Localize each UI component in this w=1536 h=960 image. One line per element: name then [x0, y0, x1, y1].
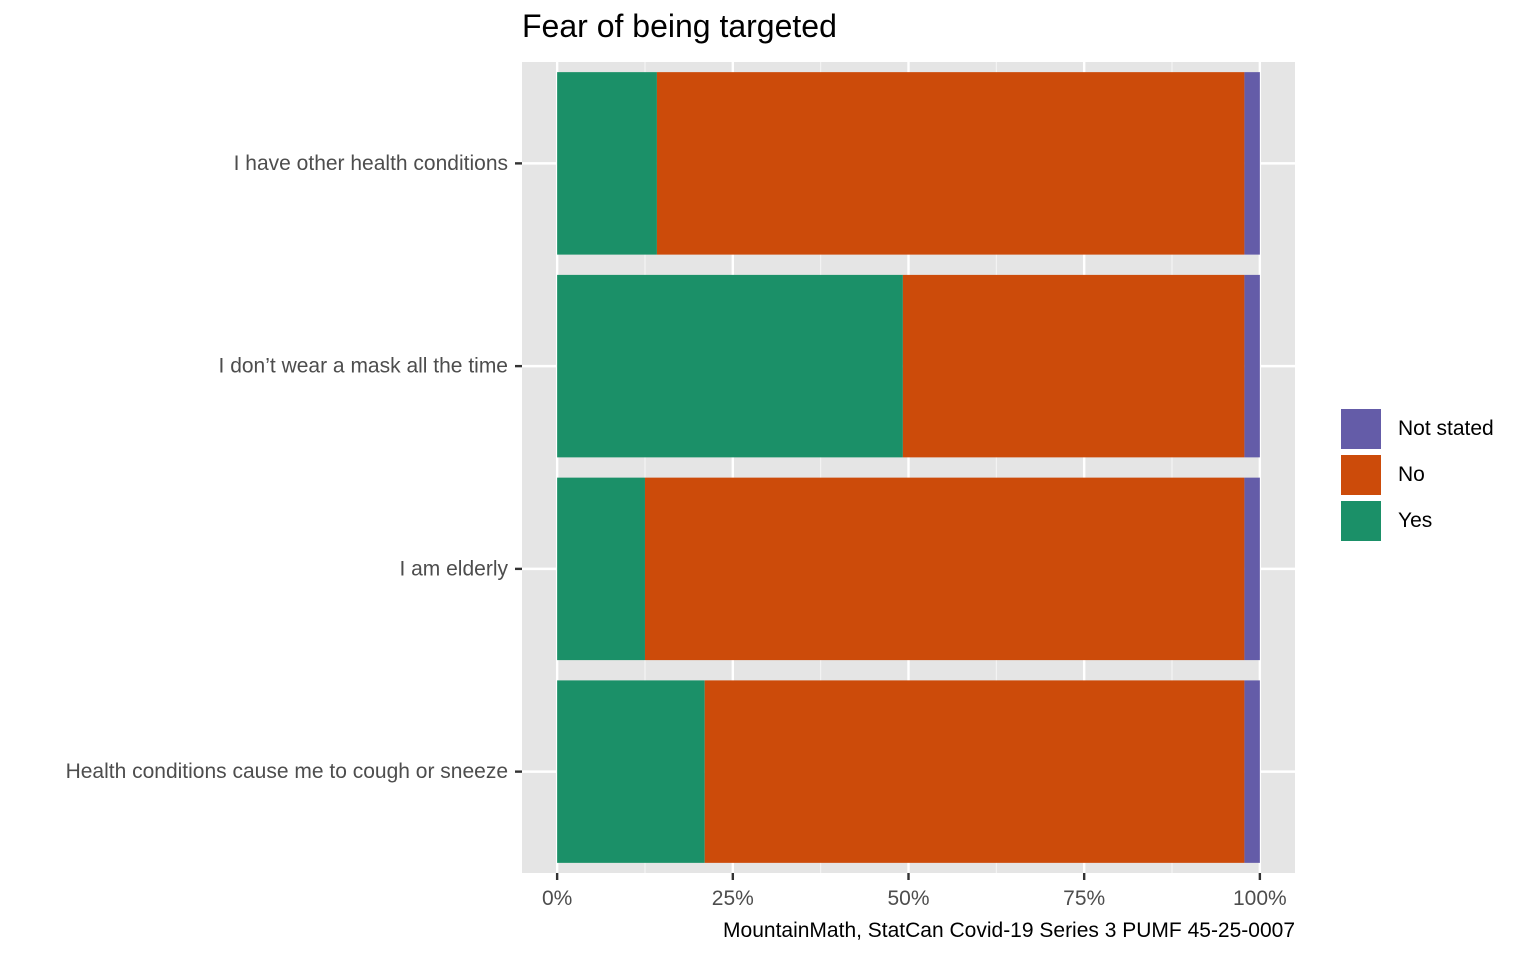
legend-label-no: No	[1398, 463, 1425, 486]
y-tick-label: I don’t wear a mask all the time	[219, 355, 508, 378]
bar-no-4	[704, 680, 1245, 863]
y-tick-label: I am elderly	[399, 557, 508, 580]
legend-item-yes: Yes	[1340, 498, 1494, 544]
x-tick-label: 50%	[887, 887, 929, 910]
bar-not-stated-4	[1244, 680, 1260, 863]
bar-not-stated-1	[1244, 72, 1260, 255]
legend-key-yes	[1340, 500, 1382, 542]
legend-label-not-stated: Not stated	[1398, 417, 1494, 440]
bar-not-stated-2	[1244, 274, 1260, 458]
chart-title: Fear of being targeted	[522, 8, 837, 44]
legend-key-not-stated	[1340, 408, 1382, 450]
legend: Not stated No Yes	[1340, 406, 1494, 544]
bar-not-stated-3	[1244, 477, 1260, 661]
legend-label-yes: Yes	[1398, 509, 1433, 532]
y-tick-label: Health conditions cause me to cough or s…	[66, 760, 508, 783]
bar-yes-3	[557, 477, 645, 661]
x-tick-label: 0%	[542, 887, 572, 910]
legend-item-no: No	[1340, 452, 1494, 498]
chart-caption: MountainMath, StatCan Covid-19 Series 3 …	[723, 919, 1295, 942]
y-tick-label: I have other health conditions	[234, 152, 508, 175]
y-axis: I have other health conditions I don’t we…	[66, 152, 522, 783]
x-axis: 0% 25% 50% 75% 100%	[542, 873, 1287, 910]
bar-yes-2	[557, 274, 903, 458]
bar-no-1	[656, 72, 1245, 255]
x-tick-label: 100%	[1233, 887, 1287, 910]
legend-item-not-stated: Not stated	[1340, 406, 1494, 452]
legend-key-no	[1340, 454, 1382, 496]
bar-yes-1	[557, 72, 657, 255]
bar-no-3	[644, 477, 1245, 661]
bar-no-2	[902, 274, 1245, 458]
bars	[557, 72, 1260, 863]
x-tick-label: 25%	[712, 887, 754, 910]
x-tick-label: 75%	[1063, 887, 1105, 910]
bar-yes-4	[557, 680, 705, 863]
